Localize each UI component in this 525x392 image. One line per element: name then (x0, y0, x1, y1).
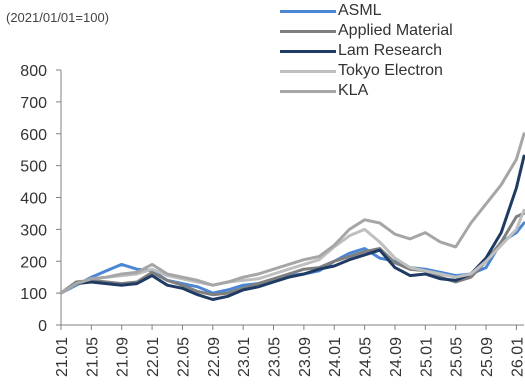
x-tick-label: 24.09 (388, 337, 405, 377)
legend-item-applied-material: Applied Material (280, 21, 453, 41)
x-tick-label: 25.09 (479, 337, 496, 377)
x-tick-label: 25.05 (449, 337, 466, 377)
legend-swatch (280, 29, 336, 33)
y-tick-label: 300 (20, 222, 47, 239)
legend-swatch (280, 9, 336, 13)
series-line-lam-research (59, 154, 525, 301)
y-tick-label: 700 (20, 95, 47, 112)
x-tick-label: 21.05 (84, 337, 101, 377)
x-tick-label: 26.01 (509, 337, 525, 377)
y-tick-label: 0 (38, 318, 47, 335)
x-tick-label: 21.09 (115, 337, 132, 377)
x-tick-label: 24.05 (358, 337, 375, 377)
x-tick-label: 22.05 (175, 337, 192, 377)
y-tick-label: 100 (20, 286, 47, 303)
legend: ASML Applied Material Lam Research Tokyo El… (280, 1, 453, 101)
x-tick-label: 21.01 (54, 337, 71, 377)
legend-label: Applied Material (338, 22, 453, 39)
y-tick-label: 800 (20, 63, 47, 80)
x-tick-label: 23.09 (297, 337, 314, 377)
legend-item-kla: KLA (280, 81, 453, 101)
x-tick-label: 23.05 (267, 337, 284, 377)
legend-label: ASML (338, 2, 382, 19)
legend-item-asml: ASML (280, 1, 453, 21)
series-line-kla (59, 132, 525, 295)
series-line-tokyo-electron (59, 208, 525, 295)
y-tick-label: 500 (20, 159, 47, 176)
x-tick-label: 24.01 (327, 337, 344, 377)
legend-swatch (280, 69, 336, 73)
legend-label: Lam Research (338, 42, 443, 59)
x-tick-label: 22.09 (206, 337, 223, 377)
legend-item-lam-research: Lam Research (280, 41, 453, 61)
legend-label: Tokyo Electron (338, 62, 443, 79)
chart-subtitle: (2021/01/01=100) (6, 10, 110, 25)
y-tick-label: 600 (20, 127, 47, 144)
legend-label: KLA (338, 82, 369, 99)
y-tick-label: 200 (20, 254, 47, 271)
x-tick-label: 23.01 (236, 337, 253, 377)
legend-swatch (280, 49, 336, 53)
legend-item-tokyo-electron: Tokyo Electron (280, 61, 453, 81)
x-tick-label: 22.01 (145, 337, 162, 377)
legend-swatch (280, 89, 336, 93)
y-tick-label: 400 (20, 191, 47, 208)
series-line-applied-material (59, 211, 525, 297)
x-tick-label: 25.01 (418, 337, 435, 377)
